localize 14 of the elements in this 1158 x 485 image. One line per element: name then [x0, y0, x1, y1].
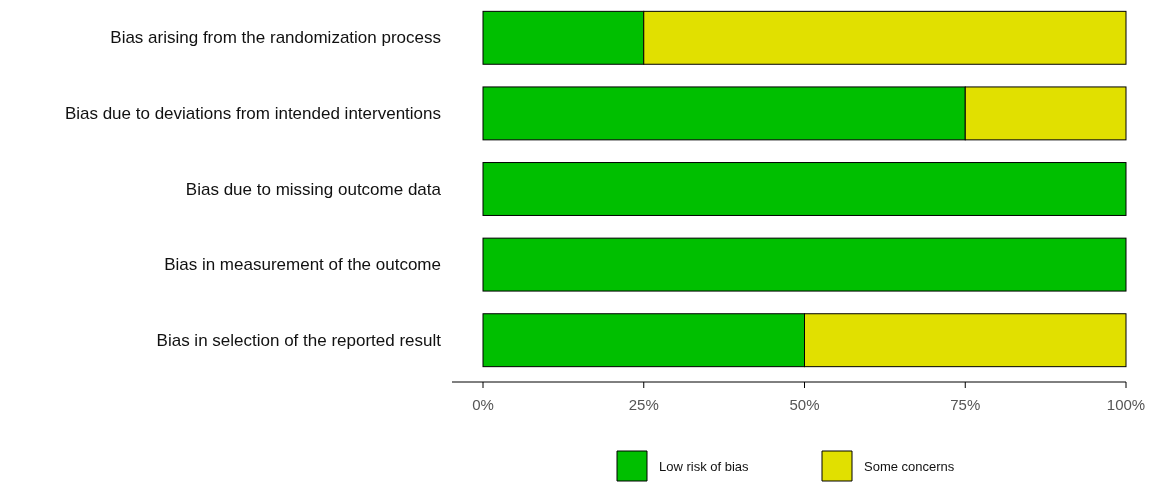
legend-label: Some concerns	[864, 458, 955, 474]
y-tick-label: Bias in measurement of the outcome	[164, 255, 441, 275]
x-tick-label: 0%	[472, 395, 494, 413]
x-tick-label: 25%	[628, 395, 659, 413]
x-tick-label: 100%	[1106, 395, 1146, 413]
y-tick-label: Bias in selection of the reported result	[156, 330, 442, 350]
bar	[482, 162, 1127, 216]
y-tick-label: Bias due to deviations from intended interventions	[64, 103, 441, 123]
y-tick-label: Bias arising from the randomization process	[110, 28, 441, 48]
y-tick-label: Bias due to missing outcome data	[185, 179, 442, 199]
x-tick-label: 50%	[789, 395, 820, 413]
x-tick-label: 75%	[950, 395, 981, 413]
legend-label: Low risk of bias	[659, 458, 750, 474]
bar	[482, 237, 1127, 292]
